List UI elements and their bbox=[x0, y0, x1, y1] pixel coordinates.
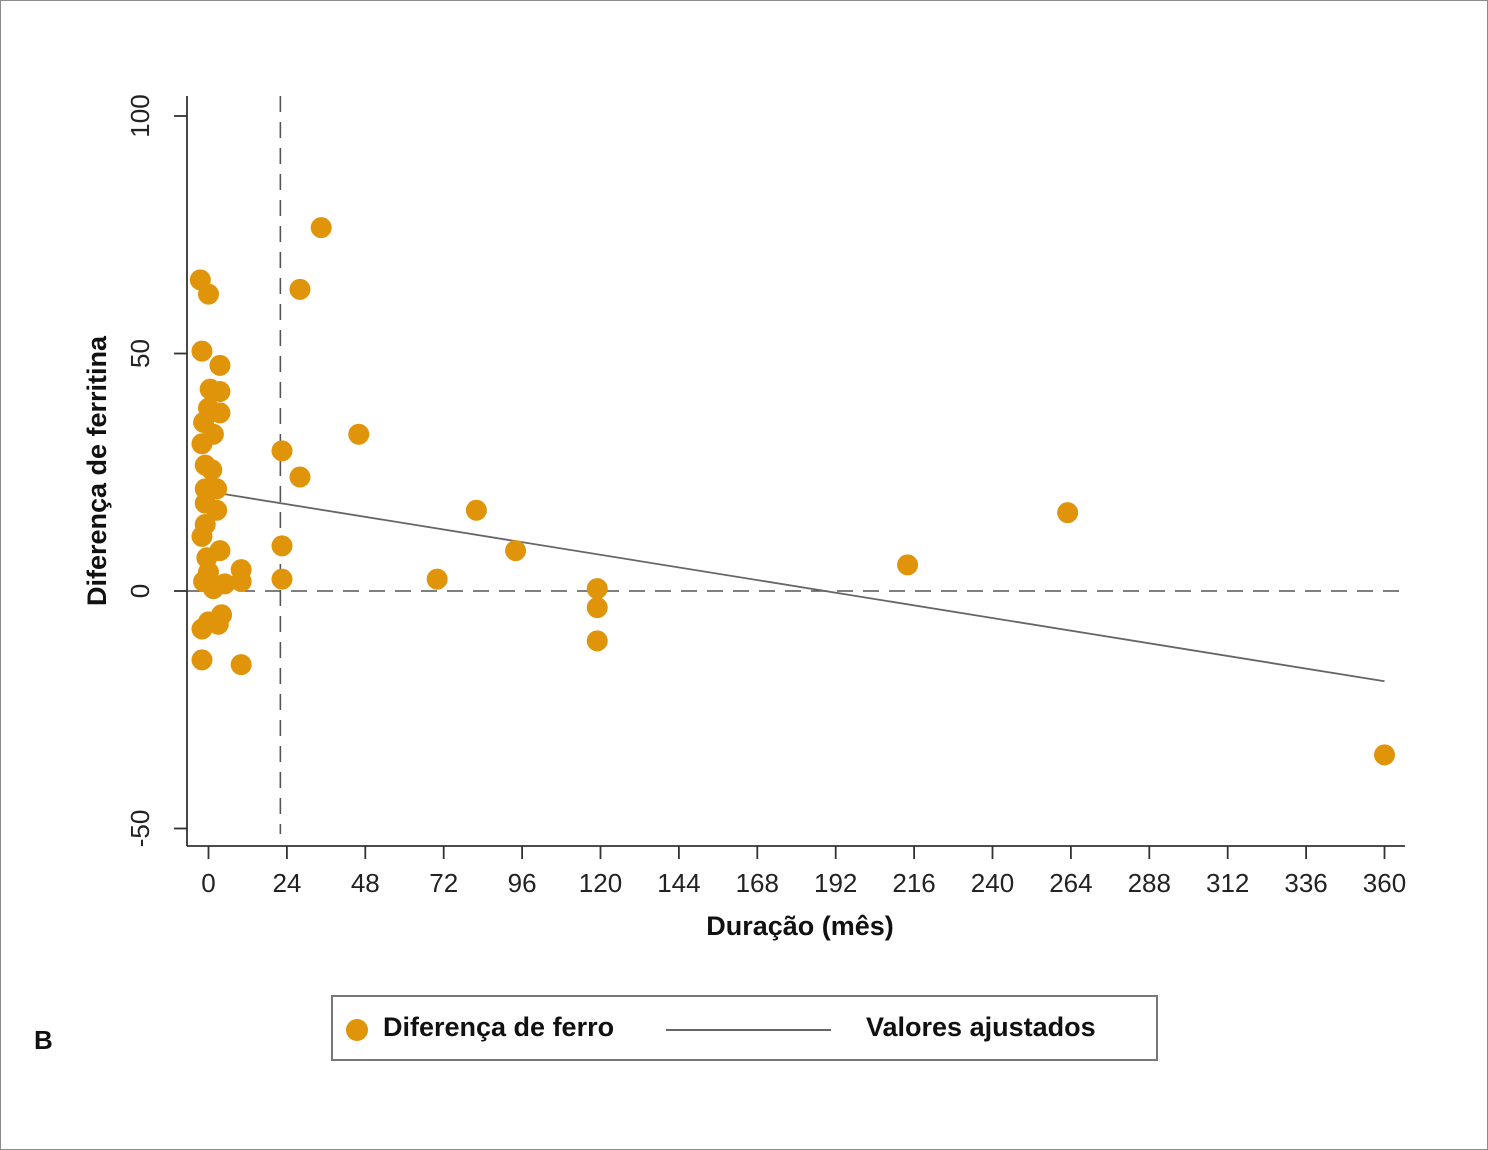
fitted-values-line bbox=[218, 492, 1385, 683]
data-point bbox=[271, 568, 293, 590]
x-tick-label: 144 bbox=[657, 868, 700, 898]
data-point bbox=[206, 478, 228, 500]
reference-lines bbox=[187, 96, 1405, 834]
data-point bbox=[201, 459, 223, 481]
x-tick-labels: 0 24 48 72 96 120 144 168 192 216 240 264 288 312 336 3… bbox=[201, 868, 1406, 898]
data-point bbox=[1374, 744, 1395, 766]
x-tick-label: 24 bbox=[272, 868, 301, 898]
data-point bbox=[505, 540, 527, 562]
x-tick-label: 288 bbox=[1128, 868, 1171, 898]
x-tick-label: 168 bbox=[736, 868, 779, 898]
data-point bbox=[209, 402, 231, 424]
y-tick-labels: -50 0 50 100 bbox=[125, 94, 155, 847]
data-point bbox=[289, 466, 311, 488]
data-point bbox=[209, 381, 231, 402]
x-tick-label: 96 bbox=[508, 868, 537, 898]
data-point bbox=[586, 578, 608, 600]
axes bbox=[174, 96, 1405, 859]
data-point bbox=[207, 613, 229, 635]
data-point bbox=[310, 217, 332, 239]
legend: Diferença de ferro Valores ajustados bbox=[331, 995, 1158, 1061]
x-tick-label: 48 bbox=[351, 868, 380, 898]
data-point bbox=[191, 649, 213, 671]
legend-line-swatch bbox=[666, 1029, 831, 1031]
x-tick-label: 216 bbox=[892, 868, 935, 898]
x-tick-label: 192 bbox=[814, 868, 857, 898]
legend-label-fit: Valores ajustados bbox=[866, 1012, 1096, 1042]
legend-marker-points bbox=[346, 1019, 368, 1041]
data-point bbox=[1057, 502, 1079, 524]
y-tick-label: 100 bbox=[125, 94, 155, 137]
panel-label: B bbox=[34, 1025, 53, 1055]
data-point bbox=[289, 278, 311, 300]
data-point bbox=[271, 535, 293, 557]
data-point bbox=[209, 354, 231, 376]
fit-line-layer bbox=[218, 492, 1385, 683]
x-tick-label: 336 bbox=[1284, 868, 1327, 898]
y-tick-label: 50 bbox=[125, 339, 155, 368]
x-tick-label: 72 bbox=[429, 868, 458, 898]
data-point bbox=[465, 499, 487, 521]
x-tick-label: 312 bbox=[1206, 868, 1249, 898]
data-point bbox=[586, 630, 608, 652]
data-point bbox=[206, 499, 228, 521]
data-point bbox=[230, 654, 252, 676]
x-tick-label: 360 bbox=[1363, 868, 1406, 898]
y-axis-title: Diferença de ferritina bbox=[82, 335, 112, 606]
data-point bbox=[202, 578, 224, 600]
data-point bbox=[897, 554, 919, 576]
data-point bbox=[191, 525, 213, 547]
legend-label-points: Diferença de ferro bbox=[383, 1012, 615, 1042]
y-tick-label: 0 bbox=[125, 584, 155, 598]
data-point bbox=[191, 433, 213, 455]
data-point bbox=[348, 423, 370, 445]
data-point bbox=[426, 568, 448, 590]
data-point bbox=[198, 283, 219, 305]
data-point bbox=[586, 597, 608, 619]
y-tick-label: -50 bbox=[125, 810, 155, 848]
data-point bbox=[230, 571, 252, 592]
x-tick-label: 240 bbox=[971, 868, 1014, 898]
x-tick-label: 120 bbox=[579, 868, 622, 898]
x-tick-label: 0 bbox=[201, 868, 215, 898]
data-point bbox=[191, 618, 213, 640]
data-point bbox=[271, 440, 293, 462]
data-points bbox=[189, 217, 1395, 766]
x-axis-title: Duração (mês) bbox=[706, 911, 894, 941]
x-tick-label: 264 bbox=[1049, 868, 1092, 898]
data-point bbox=[191, 340, 213, 362]
